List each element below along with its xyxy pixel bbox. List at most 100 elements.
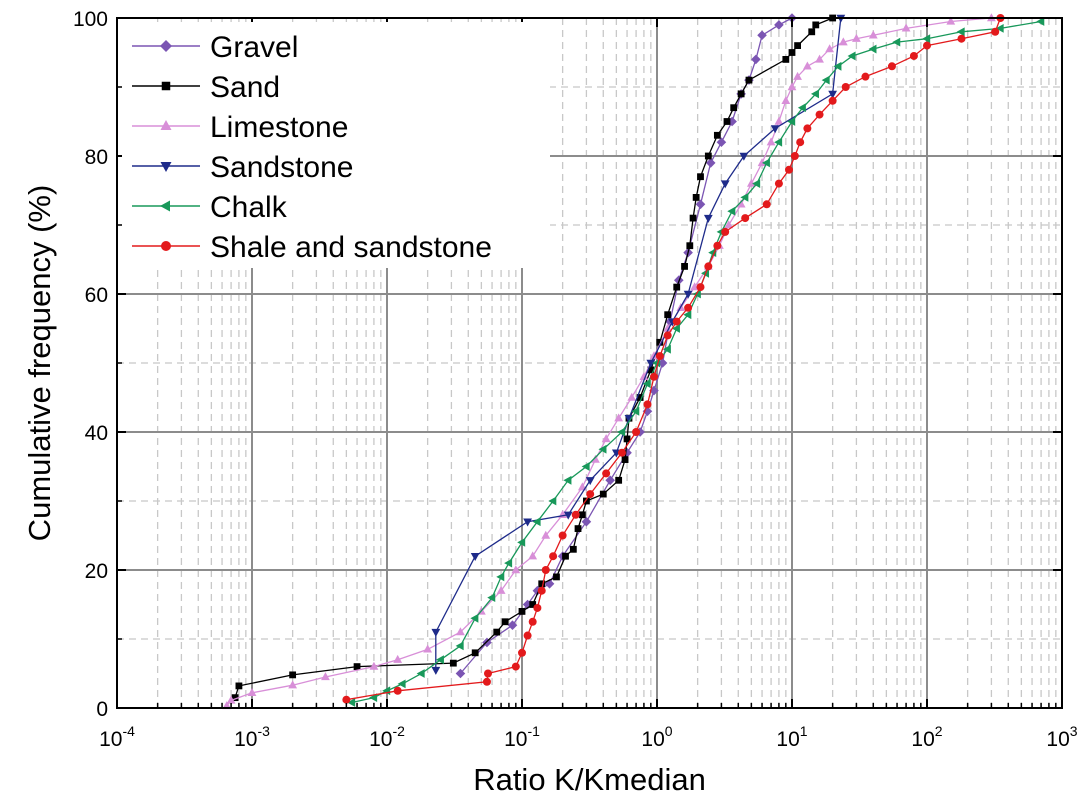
data-point xyxy=(615,476,623,484)
x-tick-label: 101 xyxy=(776,723,807,751)
data-point xyxy=(868,44,877,54)
data-point xyxy=(431,628,441,637)
data-point xyxy=(574,525,582,532)
data-point xyxy=(533,603,542,612)
data-point xyxy=(705,158,716,168)
data-point xyxy=(727,206,736,216)
data-point xyxy=(692,194,700,201)
data-point xyxy=(501,618,509,626)
data-point xyxy=(956,27,965,37)
data-point xyxy=(774,179,783,188)
data-point xyxy=(684,303,693,312)
x-tick-label: 10-3 xyxy=(234,723,270,751)
data-point xyxy=(581,516,592,527)
data-point xyxy=(672,317,681,326)
legend-item-sandstone: Sandstone xyxy=(132,151,353,184)
data-point xyxy=(662,344,671,354)
data-point xyxy=(656,338,664,346)
data-point xyxy=(868,30,878,39)
legend-label: Chalk xyxy=(210,191,288,224)
data-point xyxy=(796,138,805,147)
data-point xyxy=(549,552,558,561)
data-point xyxy=(757,30,767,41)
data-point xyxy=(617,448,626,457)
data-point xyxy=(697,173,704,181)
data-point xyxy=(774,137,783,147)
data-point xyxy=(507,620,518,630)
data-point xyxy=(591,454,600,463)
data-point xyxy=(909,51,918,60)
data-point xyxy=(578,511,586,519)
legend-item-shale-and-sandstone: Shale and sandstone xyxy=(132,231,492,264)
data-point xyxy=(704,152,712,160)
data-point xyxy=(752,179,761,188)
y-axis-tick-labels: 0 20 40 60 80 100 xyxy=(73,8,108,721)
data-point xyxy=(289,671,297,679)
legend-label: Gravel xyxy=(210,31,298,64)
data-point xyxy=(696,283,705,292)
legend: Gravel Sand Limestone Sandstone Chalk Shale a… xyxy=(122,22,550,268)
data-point xyxy=(695,199,706,210)
legend-marker xyxy=(160,162,172,172)
y-tick-label: 40 xyxy=(85,422,108,445)
data-point xyxy=(288,680,298,689)
data-point xyxy=(649,385,659,396)
data-point xyxy=(649,372,658,381)
data-point xyxy=(393,686,402,695)
data-point xyxy=(602,469,611,478)
data-point xyxy=(713,131,721,139)
x-tick-label: 103 xyxy=(1046,723,1077,751)
data-point xyxy=(740,193,749,202)
data-point xyxy=(563,475,572,485)
data-point xyxy=(922,34,931,44)
legend-item-sand: Sand xyxy=(132,71,280,104)
data-point xyxy=(737,90,745,98)
data-point xyxy=(991,27,1000,36)
data-point xyxy=(523,518,532,527)
data-point xyxy=(838,37,848,46)
data-point xyxy=(847,51,856,61)
data-point xyxy=(614,413,624,422)
data-point xyxy=(716,137,727,147)
data-point xyxy=(553,573,560,581)
data-point xyxy=(470,613,479,623)
data-point xyxy=(821,75,830,85)
data-point xyxy=(569,545,577,553)
data-point xyxy=(683,310,692,320)
data-point xyxy=(518,648,526,657)
y-tick-label: 20 xyxy=(85,560,108,583)
data-point xyxy=(548,496,557,506)
data-point xyxy=(504,558,513,568)
data-point xyxy=(689,214,697,222)
plot-series xyxy=(222,13,1045,710)
data-point xyxy=(523,631,532,640)
data-point xyxy=(901,23,911,32)
data-point xyxy=(632,428,641,436)
data-point xyxy=(774,116,784,125)
data-point xyxy=(704,262,713,271)
data-point xyxy=(642,406,653,417)
data-point xyxy=(581,462,590,471)
data-point xyxy=(456,627,465,636)
x-tick-label: 10-1 xyxy=(504,723,540,751)
y-tick-label: 60 xyxy=(85,284,108,307)
data-point xyxy=(751,54,761,65)
data-point xyxy=(528,617,537,626)
data-point xyxy=(683,290,693,299)
data-point xyxy=(713,241,722,250)
data-point xyxy=(496,572,505,582)
x-tick-label: 100 xyxy=(641,723,672,751)
y-tick-label: 100 xyxy=(73,8,108,31)
data-point xyxy=(537,586,546,595)
data-point xyxy=(562,552,569,560)
legend-item-chalk: Chalk xyxy=(132,191,288,224)
data-point xyxy=(1036,17,1045,26)
data-point xyxy=(449,659,457,667)
x-axis-title: Ratio K/Kmedian xyxy=(473,762,706,797)
x-tick-label: 10-4 xyxy=(99,723,135,751)
data-point xyxy=(766,137,776,146)
data-point xyxy=(790,152,799,160)
data-point xyxy=(518,608,526,615)
data-point xyxy=(673,283,681,291)
